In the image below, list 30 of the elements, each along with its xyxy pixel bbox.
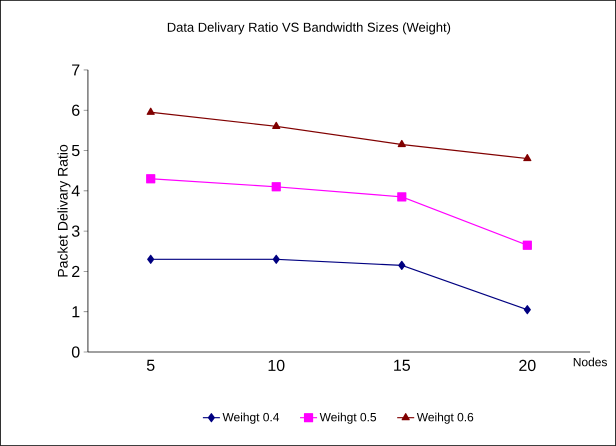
x-tick-label: 20 xyxy=(519,360,536,372)
y-tick-label: 2 xyxy=(72,266,80,278)
point xyxy=(523,154,532,162)
y-tick-label: 3 xyxy=(72,226,80,237)
legend-label: Weihgt 0.6 xyxy=(416,412,474,424)
point xyxy=(397,192,406,202)
legend-label: Weihgt 0.4 xyxy=(222,412,280,424)
y-axis-title: Packet Delivary Ratio xyxy=(57,144,70,277)
x-tick-label: 15 xyxy=(394,360,410,371)
x-tick-label: 10 xyxy=(268,360,284,372)
y-tick-label: 6 xyxy=(72,104,80,116)
legend-label: Weihgt 0.5 xyxy=(320,412,376,424)
y-tick-label: 5 xyxy=(72,144,80,156)
y-tick-label: 4 xyxy=(72,185,80,196)
y-tick-label: 0 xyxy=(72,346,80,358)
point xyxy=(522,240,532,250)
y-tick-label: 1 xyxy=(72,306,80,318)
x-axis-title: Nodes xyxy=(574,358,607,366)
x-tick-label: 5 xyxy=(146,360,154,371)
point xyxy=(272,122,280,129)
point xyxy=(524,305,531,314)
point xyxy=(272,254,280,264)
point xyxy=(147,254,154,264)
chart-title: Data Delivary Ratio VS Bandwidth Sizes (Weight) xyxy=(168,22,450,34)
point xyxy=(146,174,156,184)
point xyxy=(272,182,281,192)
y-tick-label: 7 xyxy=(72,64,80,76)
point xyxy=(398,140,406,148)
point xyxy=(398,260,406,270)
point xyxy=(146,108,155,115)
